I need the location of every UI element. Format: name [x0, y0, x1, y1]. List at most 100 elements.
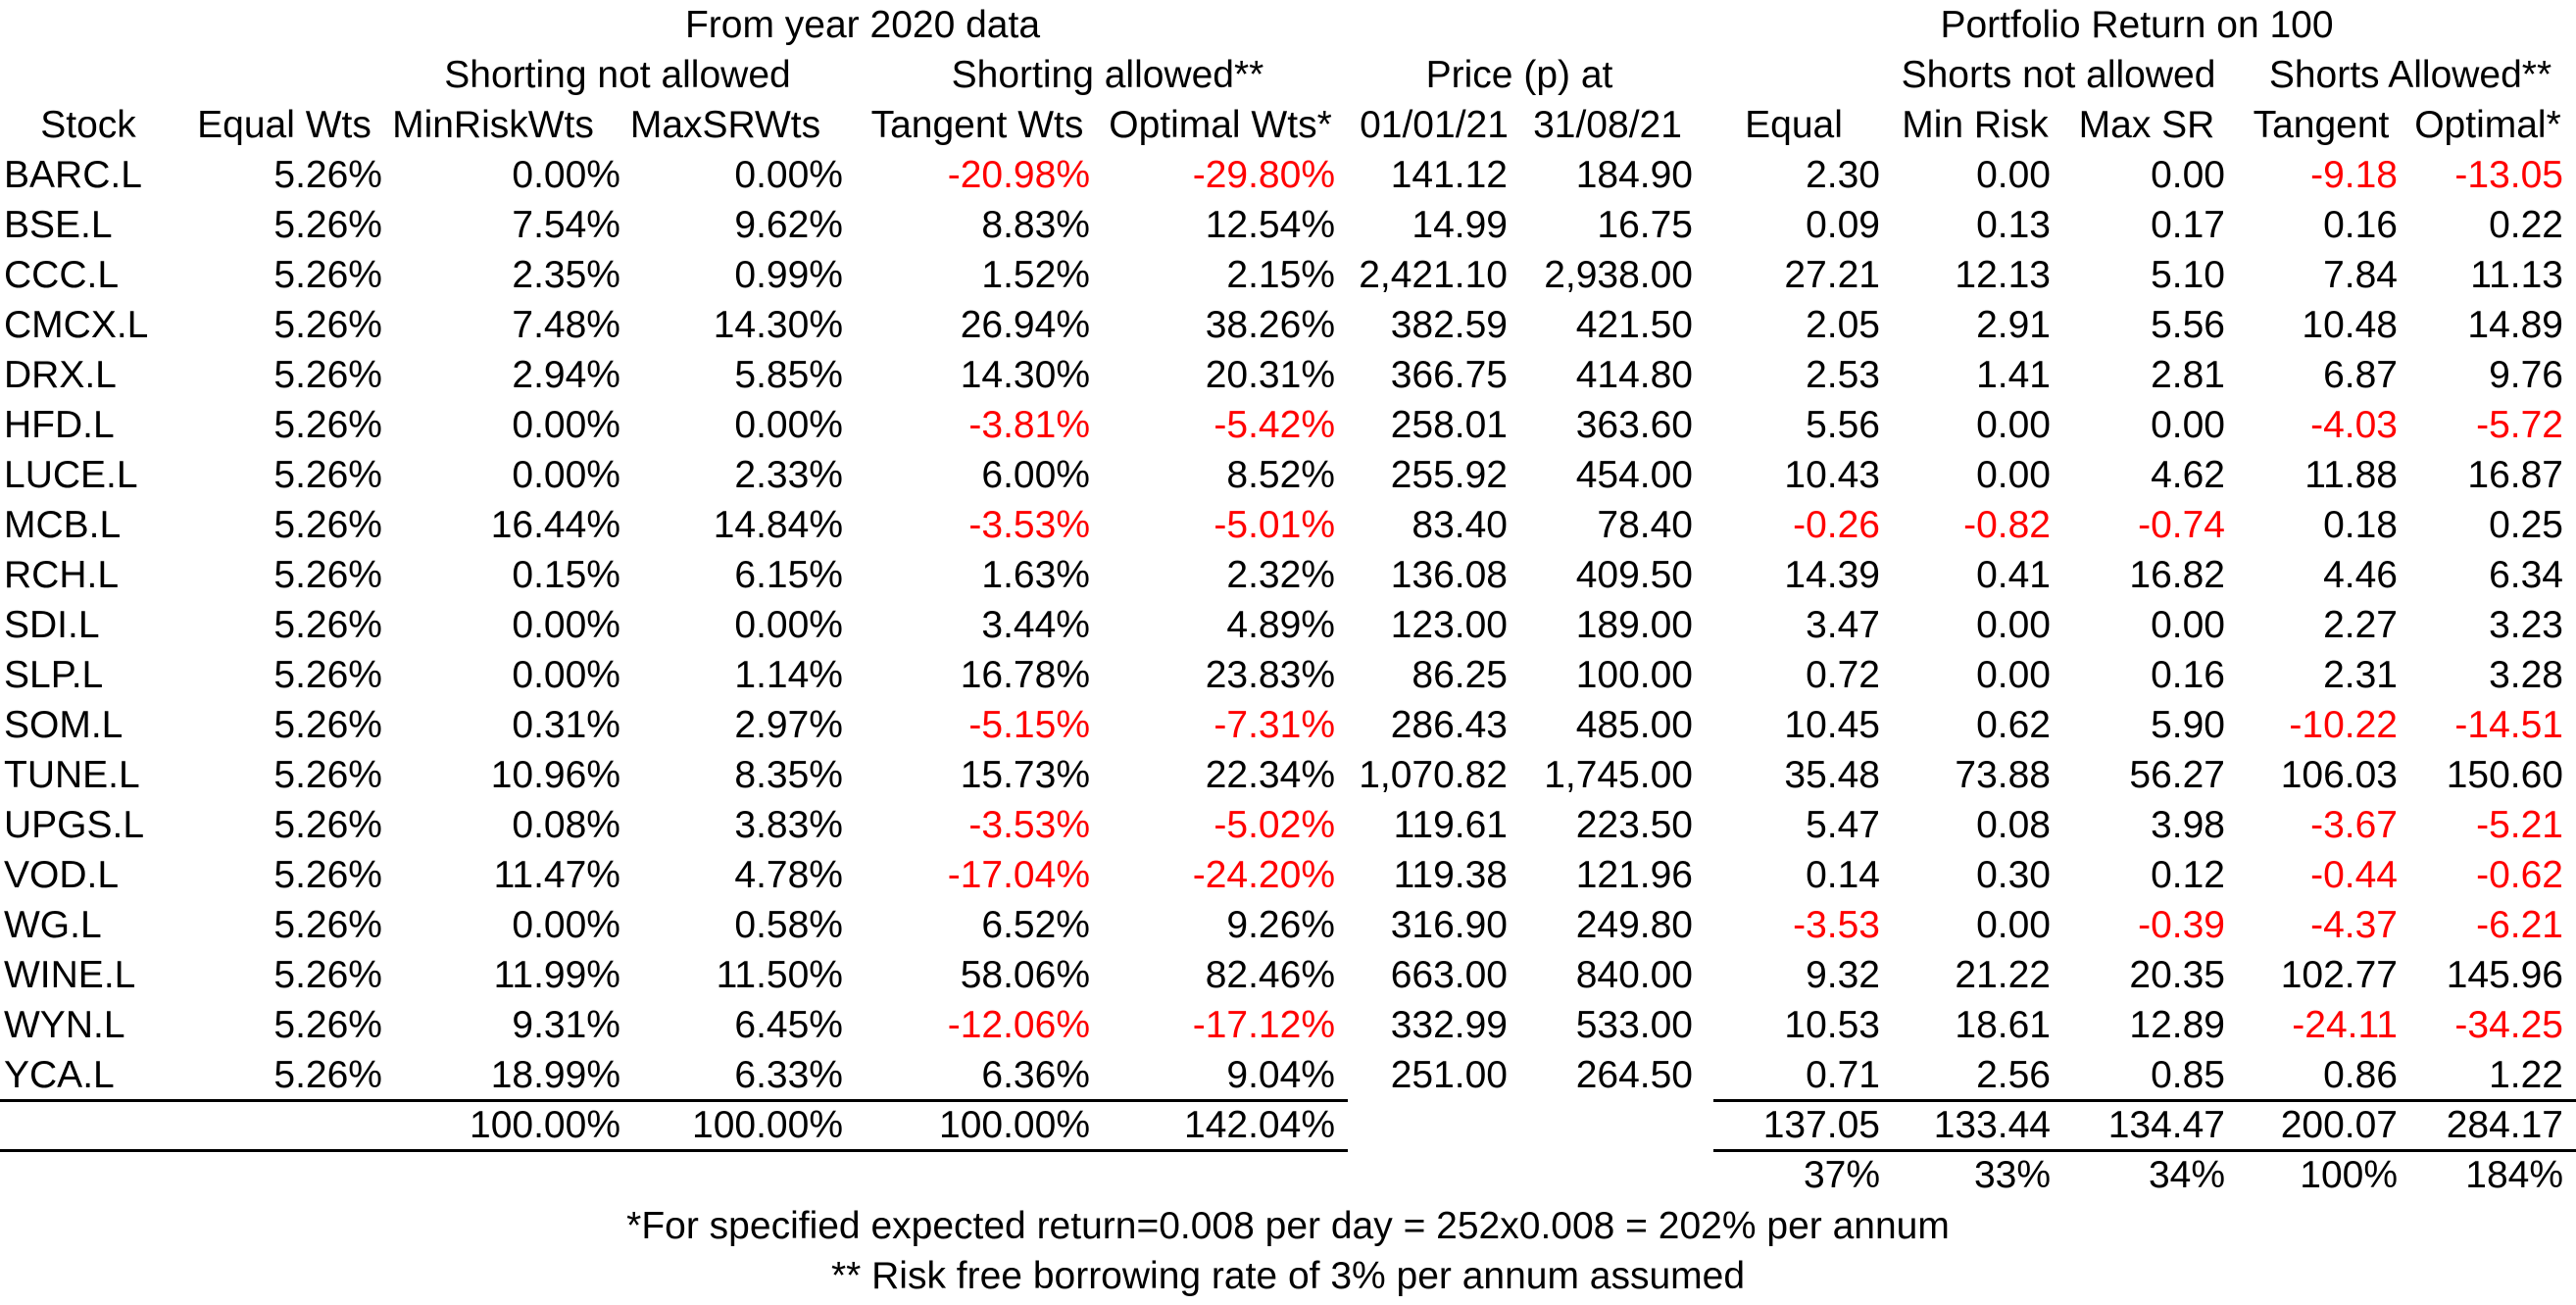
cell-return-optimal: 145.96 — [2446, 954, 2563, 996]
column-header-minrisk-wts: MinRiskWts — [392, 104, 594, 146]
cell-optimal-wts: 23.83% — [1205, 654, 1335, 696]
cell-price-end: 189.00 — [1575, 604, 1693, 646]
cell-return-max-sr: 4.62 — [2151, 454, 2225, 496]
cell-price-start — [1351, 1150, 1508, 1200]
cell-optimal-wts: 82.46% — [1205, 954, 1335, 996]
cell-price-end: 264.50 — [1575, 1054, 1693, 1096]
column-header-price-start: 01/01/21 — [1360, 104, 1509, 146]
cell-return-tangent: 106.03 — [2280, 754, 2398, 796]
cell-stock: YCA.L — [4, 1054, 115, 1096]
cell-optimal-wts: 38.26% — [1205, 304, 1335, 346]
cell-return-equal: 10.43 — [1784, 454, 1880, 496]
cell-return-equal: 3.47 — [1806, 604, 1880, 646]
cell-equal-wts: 5.26% — [273, 354, 382, 396]
cell-minrisk-wts: 11.99% — [493, 954, 620, 996]
cell-return-optimal: 150.60 — [2446, 754, 2563, 796]
cell-price-end: 223.50 — [1575, 804, 1693, 846]
cell-maxsr-wts: 100.00% — [692, 1104, 843, 1146]
header-price-at: Price (p) at — [1425, 54, 1613, 96]
cell-price-start: 255.92 — [1390, 454, 1508, 496]
cell-price-end — [1524, 1100, 1693, 1150]
cell-optimal-wts: -17.12% — [1192, 1004, 1335, 1046]
cell-equal-wts: 5.26% — [273, 304, 382, 346]
cell-stock: DRX.L — [4, 354, 117, 396]
cell-equal-wts: 5.26% — [273, 654, 382, 696]
cell-maxsr-wts: 6.33% — [734, 1054, 843, 1096]
footnote-expected-return: *For specified expected return=0.008 per… — [626, 1205, 1950, 1247]
cell-tangent-wts: 58.06% — [960, 954, 1090, 996]
cell-return-max-sr: -0.74 — [2138, 504, 2225, 546]
cell-price-end: 1,745.00 — [1544, 754, 1693, 796]
cell-return-tangent: -4.37 — [2310, 904, 2398, 946]
cell-return-optimal: 14.89 — [2467, 304, 2563, 346]
cell-return-max-sr: -0.39 — [2138, 904, 2225, 946]
cell-return-max-sr: 34% — [2148, 1154, 2225, 1196]
cell-return-tangent: 7.84 — [2323, 254, 2398, 296]
cell-return-min-risk: 0.00 — [1976, 154, 2051, 196]
cell-minrisk-wts: 7.48% — [512, 304, 620, 346]
cell-stock: WYN.L — [4, 1004, 125, 1046]
cell-return-min-risk: 2.91 — [1976, 304, 2051, 346]
cell-price-start: 663.00 — [1390, 954, 1508, 996]
cell-return-max-sr: 5.10 — [2151, 254, 2225, 296]
cell-maxsr-wts: 1.14% — [734, 654, 843, 696]
cell-return-equal: 2.30 — [1806, 154, 1880, 196]
cell-price-start: 86.25 — [1412, 654, 1508, 696]
cell-maxsr-wts: 2.97% — [734, 704, 843, 746]
cell-stock: SDI.L — [4, 604, 100, 646]
cell-return-equal: -0.26 — [1793, 504, 1880, 546]
cell-maxsr-wts: 0.00% — [734, 154, 843, 196]
cell-price-end: 363.60 — [1575, 404, 1693, 446]
cell-price-end: 100.00 — [1575, 654, 1693, 696]
cell-equal-wts: 5.26% — [273, 554, 382, 596]
cell-return-min-risk: 33% — [1973, 1154, 2051, 1196]
cell-maxsr-wts: 14.84% — [713, 504, 843, 546]
cell-minrisk-wts: 0.00% — [512, 604, 620, 646]
cell-tangent-wts: -20.98% — [947, 154, 1090, 196]
cell-return-optimal: 9.76 — [2489, 354, 2563, 396]
cell-minrisk-wts: 2.94% — [512, 354, 620, 396]
cell-price-start: 119.38 — [1393, 854, 1508, 896]
cell-return-tangent: -10.22 — [2289, 704, 2398, 746]
cell-return-tangent: 4.46 — [2323, 554, 2398, 596]
cell-equal-wts: 5.26% — [273, 904, 382, 946]
cell-maxsr-wts: 5.85% — [734, 354, 843, 396]
cell-minrisk-wts: 0.00% — [512, 154, 620, 196]
cell-return-min-risk: 0.41 — [1976, 554, 2051, 596]
cell-price-start: 83.40 — [1412, 504, 1508, 546]
cell-return-tangent: -0.44 — [2310, 854, 2398, 896]
cell-return-tangent: 0.86 — [2323, 1054, 2398, 1096]
cell-return-tangent: 100% — [2300, 1154, 2398, 1196]
totals-top-rule-right — [1713, 1099, 2576, 1102]
cell-return-equal: 0.71 — [1806, 1054, 1880, 1096]
cell-maxsr-wts: 0.00% — [734, 604, 843, 646]
cell-price-start: 141.12 — [1390, 154, 1508, 196]
cell-optimal-wts: 4.89% — [1226, 604, 1335, 646]
cell-price-start: 251.00 — [1390, 1054, 1508, 1096]
cell-equal-wts: 5.26% — [273, 404, 382, 446]
header-portfolio-return: Portfolio Return on 100 — [1940, 4, 2334, 46]
cell-optimal-wts: 142.04% — [1184, 1104, 1335, 1146]
cell-optimal-wts: 12.54% — [1205, 204, 1335, 246]
cell-price-start: 382.59 — [1390, 304, 1508, 346]
cell-return-equal: 9.32 — [1806, 954, 1880, 996]
cell-price-start: 366.75 — [1390, 354, 1508, 396]
cell-return-optimal: -0.62 — [2476, 854, 2563, 896]
cell-tangent-wts: 16.78% — [960, 654, 1090, 696]
totals-bottom-rule-left — [0, 1149, 1348, 1152]
cell-return-min-risk: 0.00 — [1976, 904, 2051, 946]
cell-return-tangent: 6.87 — [2323, 354, 2398, 396]
cell-return-equal: 5.47 — [1806, 804, 1880, 846]
cell-optimal-wts: 9.26% — [1226, 904, 1335, 946]
cell-return-optimal: -14.51 — [2454, 704, 2563, 746]
cell-return-tangent: -4.03 — [2310, 404, 2398, 446]
cell-return-max-sr: 2.81 — [2151, 354, 2225, 396]
cell-return-min-risk: 0.30 — [1976, 854, 2051, 896]
cell-return-min-risk: 18.61 — [1955, 1004, 2051, 1046]
cell-return-equal: 5.56 — [1806, 404, 1880, 446]
cell-return-min-risk: -0.82 — [1963, 504, 2051, 546]
cell-return-tangent: 0.18 — [2323, 504, 2398, 546]
cell-price-end: 249.80 — [1575, 904, 1693, 946]
cell-return-optimal: 3.28 — [2489, 654, 2563, 696]
cell-return-tangent: 200.07 — [2280, 1104, 2398, 1146]
